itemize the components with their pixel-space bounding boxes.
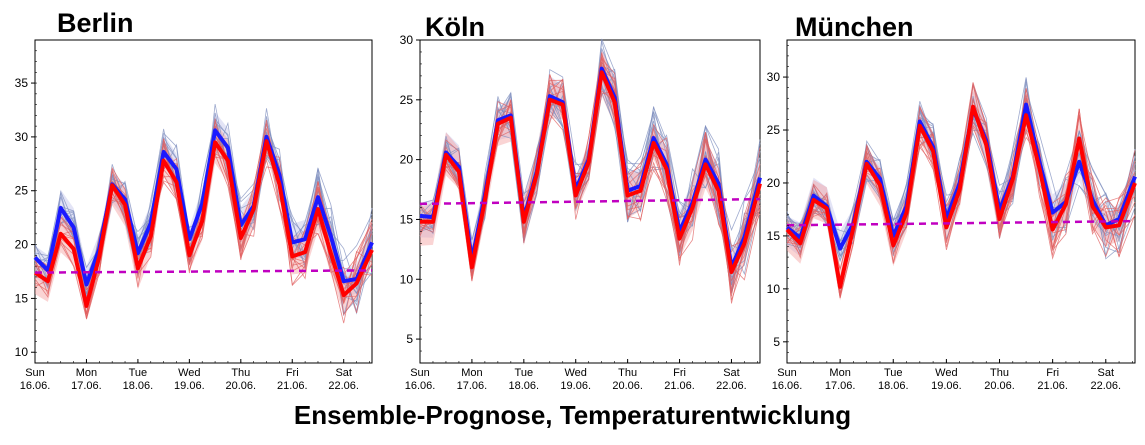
y-tick-label: 10 bbox=[767, 282, 781, 296]
x-tick-date: 16.06. bbox=[772, 380, 803, 392]
y-tick-label: 25 bbox=[767, 123, 781, 137]
x-tick-date: 21.06. bbox=[1037, 380, 1068, 392]
x-tick-day: Wed bbox=[935, 367, 957, 379]
red-mean-line bbox=[785, 104, 1137, 289]
red-mean-line bbox=[33, 139, 374, 308]
x-tick-date: 16.06. bbox=[405, 380, 436, 392]
x-tick-date: 22.06. bbox=[1090, 380, 1121, 392]
x-tick-day: Thu bbox=[618, 367, 637, 379]
x-tick-day: Tue bbox=[515, 367, 534, 379]
x-tick-date: 19.06. bbox=[931, 380, 962, 392]
red-member-line bbox=[786, 82, 1136, 299]
climatology-line bbox=[786, 219, 1136, 227]
x-tick-day: Sat bbox=[1098, 367, 1115, 379]
climatology-line bbox=[419, 197, 761, 206]
x-tick-date: 22.06. bbox=[716, 380, 747, 392]
y-tick-label: 20 bbox=[400, 153, 414, 167]
y-tick-label: 20 bbox=[767, 176, 781, 190]
panel-title-berlin: Berlin bbox=[57, 8, 134, 38]
y-tick-label: 30 bbox=[15, 130, 29, 144]
x-tick-day: Sun bbox=[25, 367, 45, 379]
x-tick-date: 18.06. bbox=[509, 380, 540, 392]
x-tick-day: Fri bbox=[286, 367, 299, 379]
x-tick-day: Mon bbox=[461, 367, 482, 379]
y-tick-label: 5 bbox=[406, 332, 413, 346]
x-tick-date: 20.06. bbox=[612, 380, 643, 392]
x-tick-date: 20.06. bbox=[226, 380, 257, 392]
panel-title-muenchen: München bbox=[795, 12, 914, 42]
x-tick-date: 22.06. bbox=[328, 380, 359, 392]
y-tick-label: 10 bbox=[400, 272, 414, 286]
x-tick-date: 18.06. bbox=[123, 380, 154, 392]
x-tick-day: Sat bbox=[335, 367, 352, 379]
x-tick-day: Sun bbox=[777, 367, 797, 379]
red-member-line bbox=[419, 52, 761, 280]
plot-frame bbox=[786, 39, 1136, 364]
x-tick-day: Wed bbox=[565, 367, 587, 379]
x-tick-day: Thu bbox=[990, 367, 1009, 379]
x-tick-date: 21.06. bbox=[277, 380, 308, 392]
y-tick-label: 15 bbox=[15, 291, 29, 305]
x-tick-day: Mon bbox=[76, 367, 97, 379]
x-tick-date: 18.06. bbox=[878, 380, 909, 392]
red-mean-line bbox=[420, 70, 762, 275]
y-tick-label: 30 bbox=[767, 70, 781, 84]
y-tick-label: 15 bbox=[400, 212, 414, 226]
x-tick-date: 19.06. bbox=[560, 380, 591, 392]
panel-title-koeln: Köln bbox=[425, 12, 485, 42]
x-tick-day: Tue bbox=[129, 367, 148, 379]
x-tick-date: 19.06. bbox=[174, 380, 205, 392]
y-tick-label: 5 bbox=[773, 335, 780, 349]
x-tick-day: Fri bbox=[1046, 367, 1059, 379]
x-tick-day: Fri bbox=[673, 367, 686, 379]
blue-mean-line bbox=[33, 128, 374, 287]
figure-title: Ensemble-Prognose, Temperaturentwicklung bbox=[293, 400, 852, 430]
x-tick-date: 16.06. bbox=[20, 380, 51, 392]
climatology-line bbox=[34, 269, 373, 274]
y-tick-label: 20 bbox=[15, 238, 29, 252]
y-tick-label: 30 bbox=[400, 33, 414, 47]
x-tick-day: Wed bbox=[178, 367, 200, 379]
x-tick-day: Tue bbox=[884, 367, 903, 379]
y-tick-label: 10 bbox=[15, 345, 29, 359]
y-tick-label: 15 bbox=[767, 229, 781, 243]
x-tick-day: Thu bbox=[231, 367, 250, 379]
x-tick-day: Mon bbox=[829, 367, 850, 379]
x-tick-date: 17.06. bbox=[457, 380, 488, 392]
x-tick-date: 21.06. bbox=[664, 380, 695, 392]
x-tick-date: 17.06. bbox=[825, 380, 856, 392]
y-tick-label: 35 bbox=[15, 76, 29, 90]
x-tick-day: Sat bbox=[723, 367, 740, 379]
x-tick-day: Sun bbox=[410, 367, 430, 379]
y-tick-label: 25 bbox=[15, 184, 29, 198]
y-tick-label: 25 bbox=[400, 93, 414, 107]
x-tick-date: 17.06. bbox=[71, 380, 102, 392]
x-tick-date: 20.06. bbox=[984, 380, 1015, 392]
